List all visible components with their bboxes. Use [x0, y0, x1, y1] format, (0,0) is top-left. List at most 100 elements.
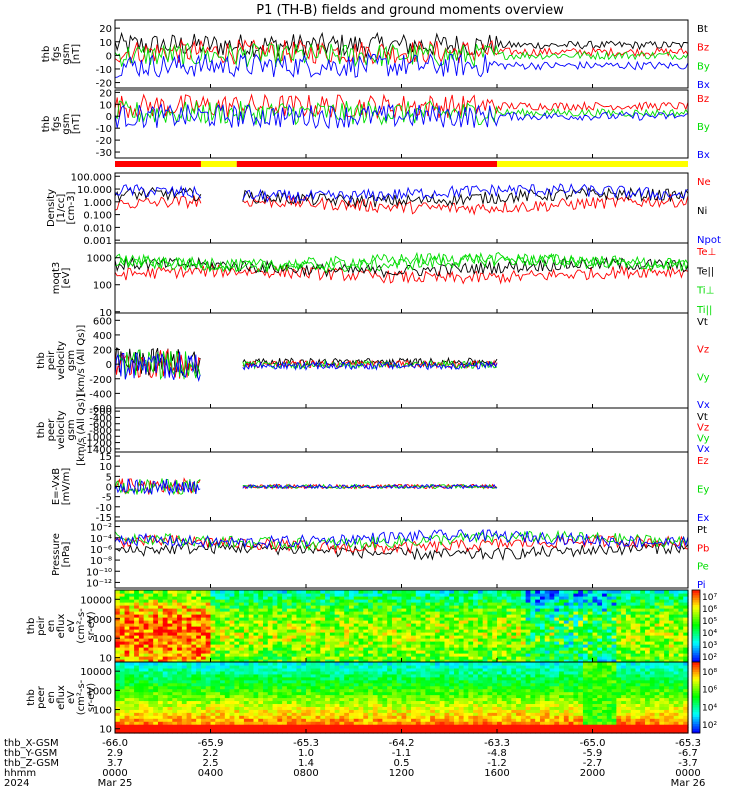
spectrogram-cell [477, 629, 484, 633]
spectrogram-cell [401, 644, 407, 648]
spectrogram-cell [477, 641, 484, 645]
spectrogram-cell [358, 623, 364, 627]
spectrogram-cell [477, 659, 484, 663]
spectrogram-cell [258, 641, 264, 645]
spectrogram-cell [138, 715, 145, 719]
spectrogram-cell [415, 685, 422, 690]
spectrogram-cell [205, 712, 212, 716]
spectrogram-cell [382, 712, 388, 716]
spectrogram-cell [353, 727, 360, 731]
colorbar-swatch [692, 592, 700, 596]
spectrogram-cell [368, 608, 374, 612]
spectrogram-cell [645, 614, 651, 618]
spectrogram-cell [210, 727, 216, 731]
spectrogram-cell [501, 623, 508, 627]
spectrogram-cell [387, 593, 393, 597]
spectrogram-cell [339, 682, 345, 687]
spectrogram-cell [477, 644, 484, 648]
spectrogram-cell [239, 659, 245, 663]
spectrogram-cell [468, 724, 474, 728]
spectrogram-cell [196, 611, 202, 615]
spectrogram-cell [282, 656, 288, 660]
spectrogram-cell [258, 629, 264, 633]
spectrogram-cell [549, 644, 555, 648]
spectrogram-cell [291, 727, 298, 731]
spectrogram-cell [659, 647, 665, 651]
spectrogram-cell [153, 662, 159, 666]
spectrogram-cell [258, 694, 264, 699]
spectrogram-cell [654, 656, 660, 660]
spectrogram-cell [196, 641, 202, 645]
spectrogram-cell [434, 715, 441, 719]
spectrogram-cell [372, 641, 379, 645]
spectrogram-cell [320, 724, 326, 728]
spectrogram-cell [492, 620, 498, 624]
spectrogram-cell [621, 653, 627, 657]
spectrogram-cell [215, 593, 221, 597]
y-axis-label-line: sr-eV) [86, 611, 97, 640]
spectrogram-cell [248, 632, 255, 636]
spectrogram-cell [516, 644, 522, 648]
spectrogram-cell [630, 608, 637, 612]
spectrogram-cell [138, 691, 145, 696]
spectrogram-cell [578, 617, 584, 621]
spectrogram-cell [520, 596, 527, 600]
panel-frame [114, 312, 689, 409]
spectrogram-cell [454, 718, 460, 722]
spectrogram-cell [434, 611, 441, 615]
spectrogram-cell [282, 718, 288, 722]
spectrogram-cell [411, 724, 417, 728]
spectrogram-cell [420, 703, 426, 707]
y-axis-label-line: moqt3 [51, 262, 62, 295]
spectrogram-cell [277, 685, 283, 690]
spectrogram-cell [153, 590, 159, 594]
spectrogram-cell [358, 605, 364, 609]
spectrogram-cell [497, 632, 503, 636]
y-tick-label: 10 [99, 100, 112, 111]
spectrogram-cell [353, 659, 360, 663]
spectrogram-cell [157, 718, 164, 722]
spectrogram-cell [649, 653, 656, 657]
spectrogram-cell [401, 712, 407, 716]
spectrogram-cell [468, 650, 474, 654]
spectrogram-cell [563, 626, 570, 630]
spectrogram-cell [458, 641, 465, 645]
spectrogram-cell [253, 638, 259, 642]
spectrogram-cell [320, 703, 326, 707]
spectrogram-cell [406, 727, 412, 731]
spectrogram-cell [315, 685, 321, 690]
spectrogram-cell [277, 632, 283, 636]
spectrogram-cell [157, 596, 164, 600]
spectrogram-cell [296, 629, 302, 633]
spectrogram-cell [325, 653, 331, 657]
spectrogram-cell [673, 611, 680, 615]
spectrogram-cell [630, 617, 637, 621]
spectrogram-cell [339, 718, 345, 722]
spectrogram-cell [401, 638, 407, 642]
spectrogram-cell [559, 626, 565, 630]
spectrogram-cell [148, 626, 154, 630]
spectrogram-cell [563, 647, 570, 651]
spectrogram-cell [640, 650, 646, 654]
spectrogram-cell [659, 608, 665, 612]
spectrogram-cell [516, 641, 522, 645]
spectrogram-cell [387, 596, 393, 600]
spectrogram-cell [220, 721, 226, 725]
spectrogram-cell [296, 656, 302, 660]
spectrogram-cell [215, 730, 221, 734]
spectrogram-cell [449, 626, 455, 630]
spectrogram-cell [363, 697, 369, 702]
spectrogram-cell [664, 611, 670, 615]
spectrogram-cell [549, 608, 555, 612]
spectrogram-cell [200, 623, 207, 627]
spectrogram-cell [668, 602, 675, 606]
spectrogram-cell [358, 599, 364, 603]
legend-entry: Te⊥ [696, 247, 716, 258]
spectrogram-cell [177, 670, 183, 675]
y-axis-label-line: [nT] [71, 114, 82, 134]
spectrogram-cell [186, 706, 193, 710]
spectrogram-cell [411, 647, 417, 651]
spectrogram-cell [616, 620, 622, 624]
spectrogram-cell [134, 676, 140, 681]
